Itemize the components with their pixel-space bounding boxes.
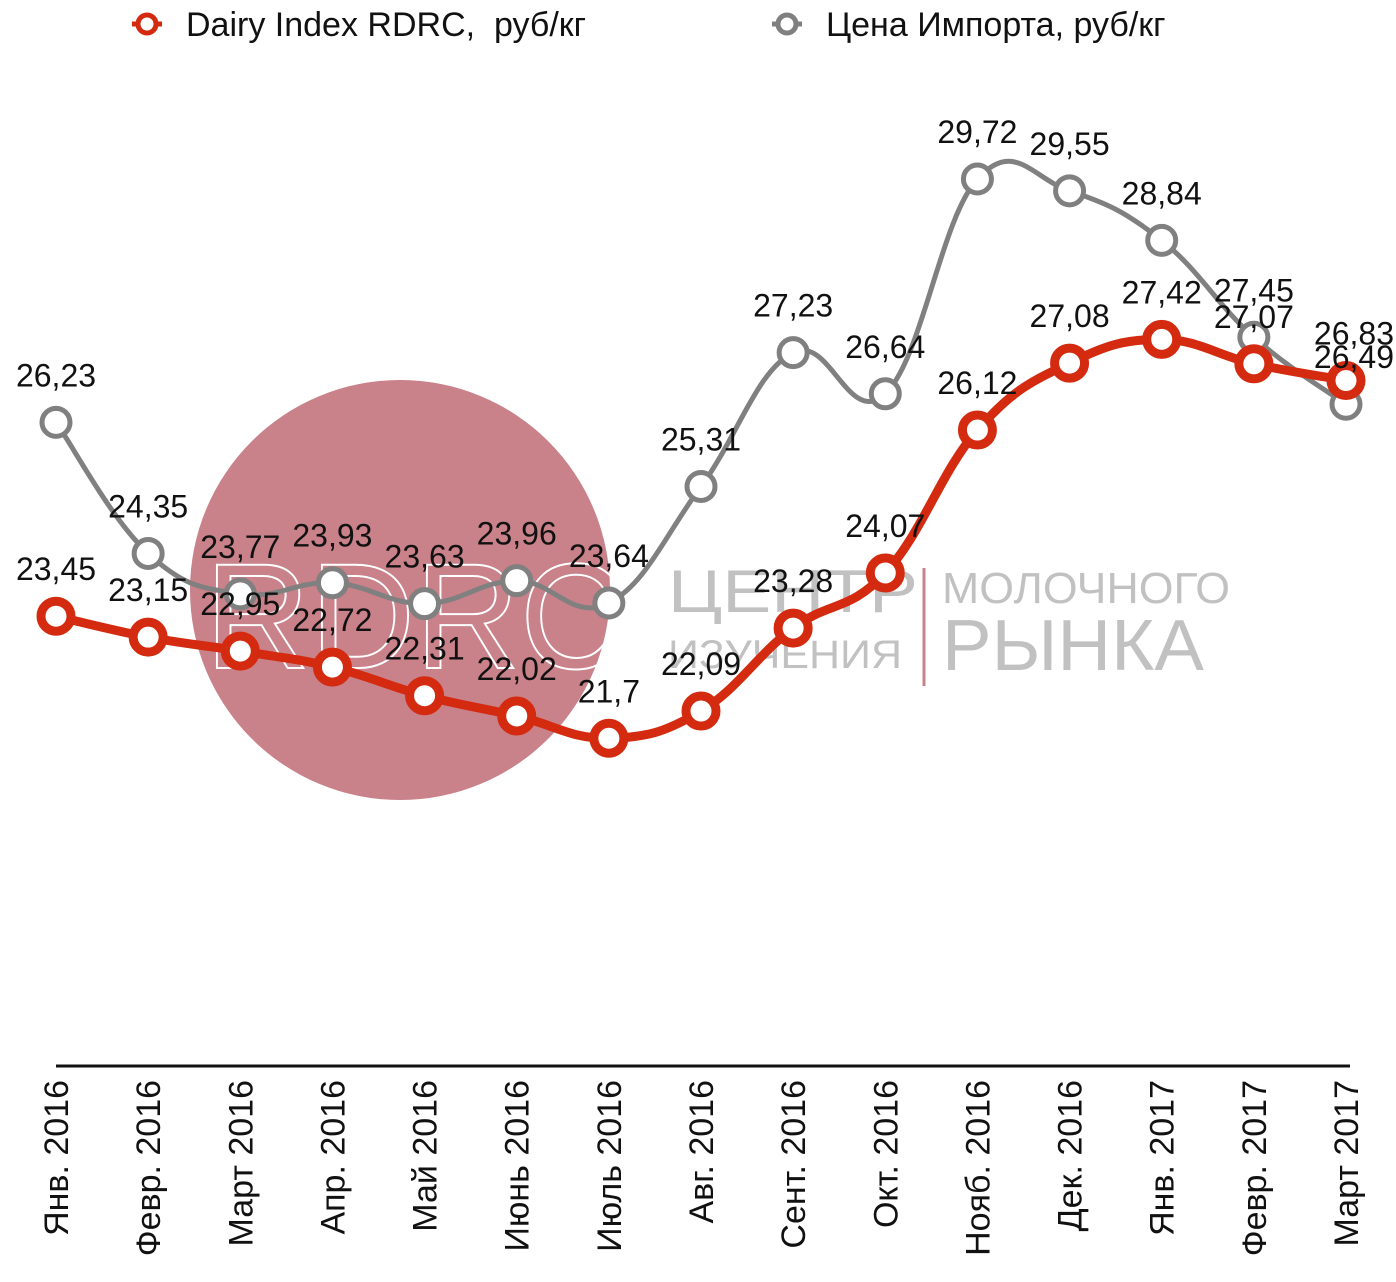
legend-item-import-price: Цена Импорта, руб/кг [772, 6, 1166, 44]
data-label-import-price: 29,72 [937, 114, 1017, 150]
legend-marker-dairy-index [135, 12, 159, 36]
watermark-dairy-line2: РЫНКА [942, 606, 1204, 686]
x-tick-label: Февр. 2016 [130, 1080, 168, 1256]
data-label-import-price: 23,64 [569, 538, 649, 574]
data-point-dairy-index [36, 596, 76, 636]
x-tick-label: Май 2016 [407, 1080, 445, 1232]
x-tick-label: Янв. 2017 [1144, 1080, 1182, 1236]
data-label-import-price: 26,49 [1314, 339, 1394, 375]
data-label-import-price: 26,64 [845, 329, 925, 365]
data-point-import-price [39, 405, 73, 439]
data-point-dairy-index [1326, 361, 1366, 401]
legend-label-dairy-index: Dairy Index RDRC, руб/кг [186, 6, 586, 44]
x-axis-tick-labels: Янв. 2016 Февр. 2016 Март 2016 Апр. 2016 Май… [38, 1080, 1366, 1256]
data-label-import-price: 23,93 [292, 518, 372, 554]
data-label-dairy-index: 27,42 [1122, 274, 1202, 310]
data-point-import-price [960, 162, 994, 196]
data-point-import-price [223, 577, 257, 611]
data-label-dairy-index: 26,83 [1314, 316, 1394, 352]
data-label-dairy-index: 24,07 [845, 508, 925, 544]
data-point-dairy-index [865, 553, 905, 593]
data-point-dairy-index [405, 676, 445, 716]
data-point-dairy-index [220, 631, 260, 671]
x-tick-label: Июнь 2016 [499, 1080, 537, 1252]
data-label-import-price: 24,35 [108, 488, 188, 524]
data-label-import-price: 23,63 [385, 539, 465, 575]
data-point-import-price [500, 564, 534, 598]
watermark-dairy-line1: МОЛОЧНОГО [942, 564, 1230, 613]
data-label-dairy-index: 26,12 [937, 365, 1017, 401]
data-label-dairy-index: 23,45 [16, 551, 96, 587]
data-point-import-price [1053, 174, 1087, 208]
series-layer [36, 158, 1366, 758]
legend-marker-import-price [775, 12, 799, 36]
data-label-dairy-index: 23,15 [108, 572, 188, 608]
x-tick-label: Март 2017 [1328, 1080, 1366, 1246]
rdrc-watermark: RDRC ЦЕНТР ИЗУЧЕНИЯ МОЛОЧНОГО РЫНКА [190, 380, 1230, 800]
x-tick-label: Авг. 2016 [683, 1080, 721, 1224]
data-label-dairy-index: 22,31 [385, 631, 465, 667]
x-tick-label: Янв. 2016 [38, 1080, 76, 1236]
x-tick-label: Дек. 2016 [1052, 1080, 1090, 1231]
x-tick-label: Сент. 2016 [775, 1080, 813, 1249]
data-label-dairy-index: 21,7 [578, 673, 640, 709]
data-label-dairy-index: 22,72 [292, 602, 372, 638]
data-label-import-price: 29,55 [1030, 126, 1110, 162]
data-point-import-price [408, 587, 442, 621]
data-point-import-price [315, 566, 349, 600]
x-tick-label: Апр. 2016 [314, 1080, 352, 1235]
data-point-import-price [1145, 223, 1179, 257]
data-point-dairy-index [128, 617, 168, 657]
data-label-import-price: 28,84 [1122, 175, 1202, 211]
series-import-price [39, 158, 1363, 621]
data-point-import-price [684, 470, 718, 504]
data-label-import-price: 25,31 [661, 422, 741, 458]
data-point-dairy-index [957, 410, 997, 450]
series-dairy-index [36, 319, 1366, 758]
series-line-import-price [53, 158, 1348, 611]
legend-label-import-price: Цена Импорта, руб/кг [826, 6, 1166, 44]
x-tick-label: Март 2016 [222, 1080, 260, 1246]
chart-legend: Dairy Index RDRC, руб/кг Цена Импорта, р… [132, 6, 1166, 44]
data-label-import-price: 27,23 [753, 288, 833, 324]
data-label-dairy-index: 27,08 [1030, 298, 1110, 334]
data-label-dairy-index: 23,28 [753, 563, 833, 599]
data-label-import-price: 23,77 [200, 529, 280, 565]
data-point-dairy-index [681, 691, 721, 731]
data-label-dairy-index: 27,07 [1214, 299, 1294, 335]
x-tick-label: Окт. 2016 [867, 1080, 905, 1228]
x-tick-label: Февр. 2017 [1236, 1080, 1274, 1256]
data-label-layer: 26,23 24,35 23,77 23,93 23,63 23,96 23,64 25,31… [16, 114, 1394, 709]
legend-item-dairy-index: Dairy Index RDRC, руб/кг [132, 6, 586, 44]
data-label-dairy-index: 22,95 [200, 586, 280, 622]
data-point-dairy-index [773, 608, 813, 648]
data-point-dairy-index [312, 647, 352, 687]
watermark-circle [190, 380, 610, 800]
data-point-import-price [868, 377, 902, 411]
data-point-import-price [131, 536, 165, 570]
x-tick-label: Июль 2016 [591, 1080, 629, 1252]
data-label-import-price: 23,96 [477, 516, 557, 552]
data-point-dairy-index [1050, 343, 1090, 383]
data-point-dairy-index [1234, 344, 1274, 384]
series-line-dairy-index [55, 334, 1347, 743]
x-tick-label: Нояб. 2016 [959, 1080, 997, 1256]
data-label-import-price: 27,45 [1214, 272, 1294, 308]
data-point-import-price [592, 586, 626, 620]
data-label-import-price: 26,23 [16, 357, 96, 393]
data-point-dairy-index [1142, 319, 1182, 359]
data-label-dairy-index: 22,02 [477, 651, 557, 687]
data-point-dairy-index [497, 696, 537, 736]
data-point-dairy-index [589, 718, 629, 758]
data-label-dairy-index: 22,09 [661, 646, 741, 682]
data-point-import-price [776, 336, 810, 370]
